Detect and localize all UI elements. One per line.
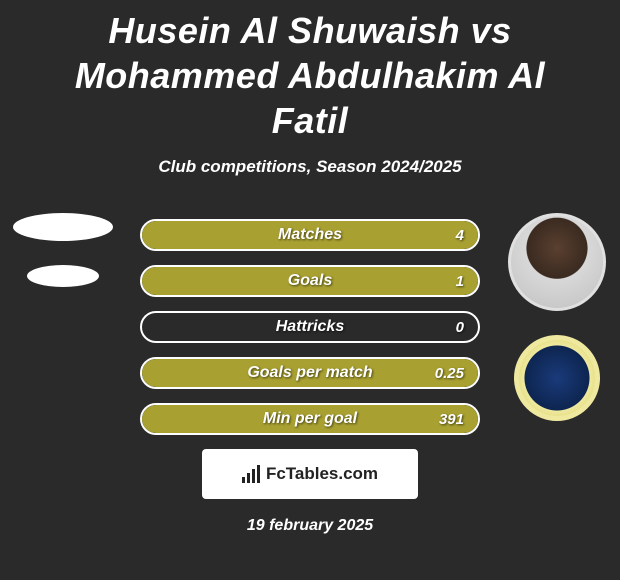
bar-chart-icon [242,465,260,483]
player-right-photo [508,213,606,311]
stat-label: Goals per match [142,359,478,387]
comparison-content: Matches4Goals1Hattricks0Goals per match0… [0,213,620,435]
stat-label: Goals [142,267,478,295]
player-left-club-placeholder [27,265,99,287]
player-right-column [502,213,612,421]
stat-value: 0.25 [435,359,464,387]
player-left-photo-placeholder [13,213,113,241]
stat-bar: Goals per match0.25 [140,357,480,389]
stat-value: 0 [456,313,464,341]
stats-bars: Matches4Goals1Hattricks0Goals per match0… [140,213,480,435]
player-left-column [8,213,118,311]
stat-label: Hattricks [142,313,478,341]
brand-badge[interactable]: FcTables.com [202,449,418,499]
stat-bar: Hattricks0 [140,311,480,343]
stat-label: Matches [142,221,478,249]
stat-value: 1 [456,267,464,295]
stat-bar: Goals1 [140,265,480,297]
stat-value: 4 [456,221,464,249]
player-right-club-logo [514,335,600,421]
page-title: Husein Al Shuwaish vs Mohammed Abdulhaki… [0,0,620,143]
stat-value: 391 [439,405,464,433]
stat-bar: Min per goal391 [140,403,480,435]
footer-date: 19 february 2025 [0,517,620,535]
subtitle: Club competitions, Season 2024/2025 [0,157,620,177]
brand-label: FcTables.com [266,464,378,484]
stat-label: Min per goal [142,405,478,433]
stat-bar: Matches4 [140,219,480,251]
